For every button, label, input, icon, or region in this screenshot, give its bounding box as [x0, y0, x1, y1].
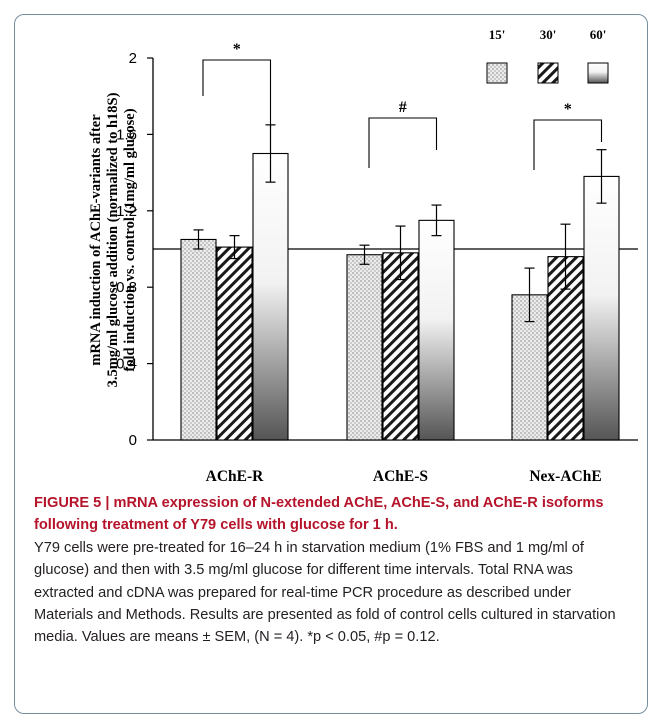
legend-swatch	[537, 62, 559, 84]
legend-swatch	[587, 62, 609, 84]
legend-label: 30'	[540, 27, 557, 42]
bar	[583, 175, 620, 441]
bar	[216, 246, 253, 441]
x-category-label: Nex-AChE	[529, 468, 601, 485]
y-tick-label: 2	[129, 50, 137, 67]
significance-marker: *	[233, 41, 241, 58]
legend-swatch	[486, 62, 508, 84]
caption-title: FIGURE 5 | mRNA expression of N-extended…	[34, 495, 604, 534]
figure-caption: FIGURE 5 | mRNA expression of N-extended…	[34, 492, 634, 649]
x-category-label: AChE-S	[373, 468, 428, 485]
error-bars	[193, 124, 607, 323]
bar	[418, 219, 455, 441]
significance-brackets: * # *	[202, 41, 603, 170]
y-tick-label: 0.4	[116, 356, 137, 373]
legend: 15' 30' 60'	[486, 27, 609, 84]
y-tick-label: 1.2	[116, 203, 137, 220]
significance-bracket	[368, 117, 438, 168]
significance-marker: *	[564, 101, 572, 118]
bar-chart: mRNA induction of AChE-variants after 3.…	[88, 27, 638, 485]
y-axis-label-line-1: mRNA induction of AChE-variants after	[88, 114, 104, 366]
x-category-label: AChE-R	[206, 468, 265, 485]
bar	[252, 152, 289, 441]
bar	[346, 254, 383, 441]
y-tick-label: 0	[129, 432, 137, 449]
x-axis-labels: AChE-R AChE-S Nex-AChE	[206, 468, 602, 485]
caption-body: Y79 cells were pre-treated for 16–24 h i…	[34, 539, 616, 646]
y-tick-label: 1.6	[116, 126, 137, 143]
y-axis-label: mRNA induction of AChE-variants after 3.…	[88, 92, 138, 387]
significance-bracket	[533, 119, 603, 170]
legend-label: 60'	[590, 27, 607, 42]
y-tick-label: 0.8	[116, 279, 137, 296]
bar	[180, 238, 217, 441]
y-axis-label-line-3: fold induction vs. control (1mg/ml gluco…	[122, 108, 138, 371]
significance-marker: #	[399, 99, 407, 116]
bar	[382, 252, 419, 441]
y-axis-label-line-2: 3.5mg/ml glucose addition (normalized to…	[105, 92, 121, 387]
bars	[180, 152, 620, 441]
legend-label: 15'	[489, 27, 506, 42]
significance-bracket	[202, 59, 272, 128]
